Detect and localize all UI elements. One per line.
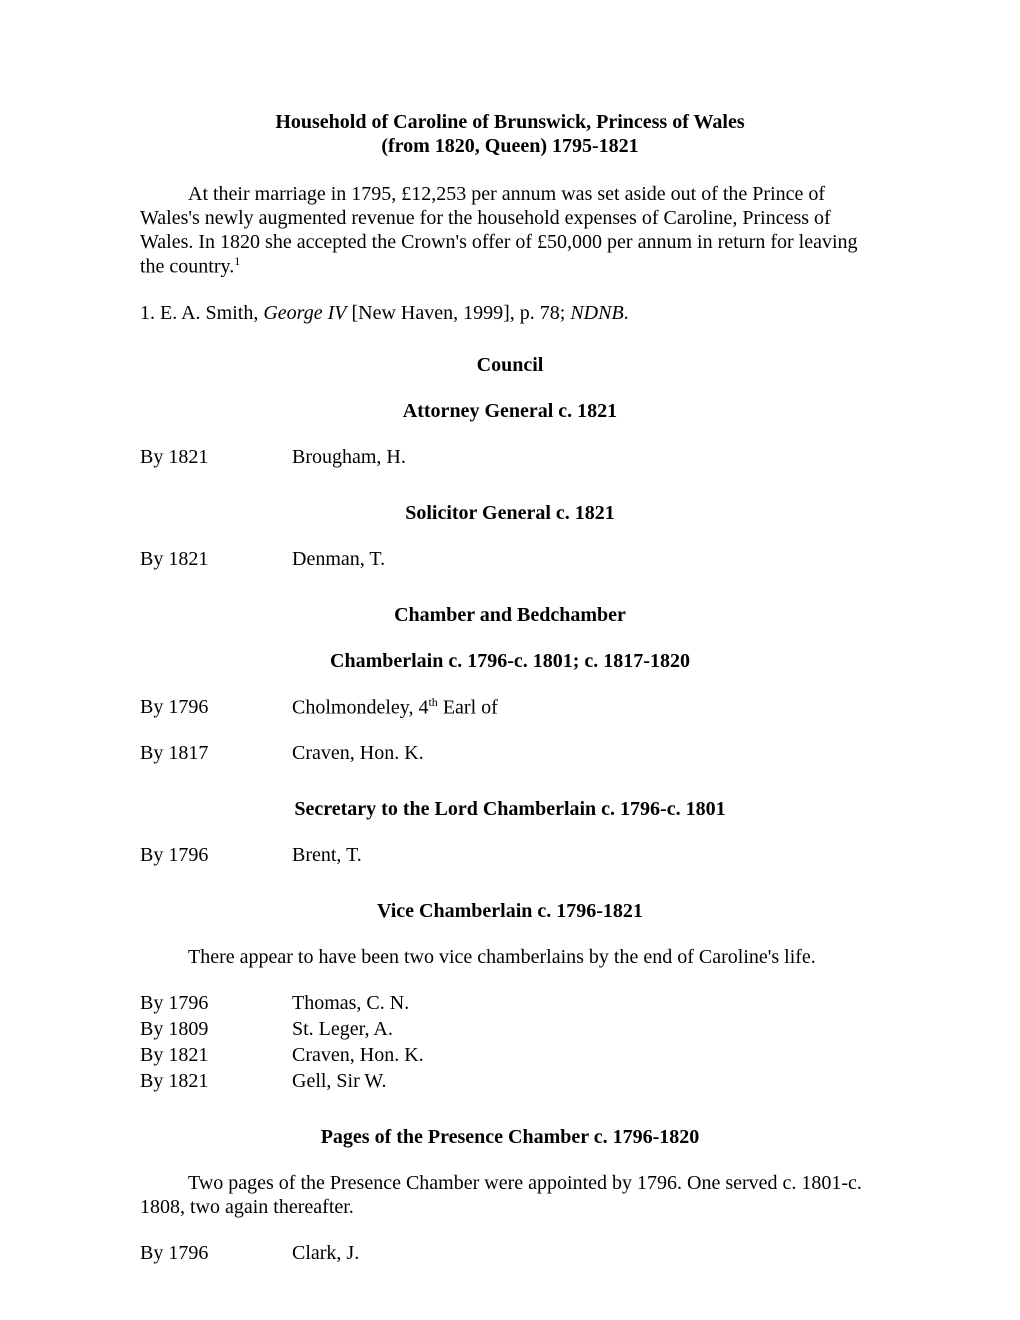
entry-row: By 1821 Craven, Hon. K. [140, 1043, 880, 1067]
entry-row: By 1796 Thomas, C. N. [140, 991, 880, 1015]
entry-date: By 1821 [140, 1069, 292, 1093]
footnote-italic-2: NDNB [570, 302, 623, 324]
entry-date: By 1809 [140, 1017, 292, 1041]
attorney-entries: By 1821 Brougham, H. [140, 445, 880, 469]
subsection-secretary: Secretary to the Lord Chamberlain c. 179… [140, 797, 880, 821]
section-chamber: Chamber and Bedchamber [140, 603, 880, 627]
name-pre: Cholmondeley, 4 [292, 696, 428, 718]
entry-row: By 1821 Brougham, H. [140, 445, 880, 469]
footnote-mid: [New Haven, 1999], p. 78; [346, 302, 570, 324]
footnote-prefix: 1. E. A. Smith, [140, 302, 263, 324]
entry-date: By 1796 [140, 695, 292, 720]
name-post: Earl of [438, 696, 498, 718]
entry-name: St. Leger, A. [292, 1017, 880, 1041]
footnote: 1. E. A. Smith, George IV [New Haven, 19… [140, 301, 880, 325]
subsection-solicitor-general: Solicitor General c. 1821 [140, 501, 880, 525]
intro-text: At their marriage in 1795, £12,253 per a… [140, 183, 858, 278]
pages-entries: By 1796 Clark, J. [140, 1241, 880, 1265]
entry-name: Brougham, H. [292, 445, 880, 469]
entry-date: By 1796 [140, 1241, 292, 1265]
pages-note: Two pages of the Presence Chamber were a… [140, 1171, 880, 1219]
entry-row: By 1796 Brent, T. [140, 843, 880, 867]
footnote-italic: George IV [263, 302, 346, 324]
entry-row: By 1796 Clark, J. [140, 1241, 880, 1265]
entry-name: Gell, Sir W. [292, 1069, 880, 1093]
section-council: Council [140, 353, 880, 377]
entry-row: By 1817 Craven, Hon. K. [140, 741, 880, 765]
entry-row: By 1821 Denman, T. [140, 547, 880, 571]
entry-date: By 1821 [140, 445, 292, 469]
title-line-1: Household of Caroline of Brunswick, Prin… [275, 111, 744, 133]
secretary-entries: By 1796 Brent, T. [140, 843, 880, 867]
entry-date: By 1821 [140, 547, 292, 571]
entry-name: Clark, J. [292, 1241, 880, 1265]
document-page: Household of Caroline of Brunswick, Prin… [0, 0, 1020, 1320]
title-line-2: (from 1820, Queen) 1795-1821 [381, 135, 638, 157]
intro-paragraph: At their marriage in 1795, £12,253 per a… [140, 182, 880, 279]
entry-date: By 1817 [140, 741, 292, 765]
entry-date: By 1821 [140, 1043, 292, 1067]
entry-name: Craven, Hon. K. [292, 1043, 880, 1067]
entry-name: Brent, T. [292, 843, 880, 867]
chamberlain-entries: By 1796 Cholmondeley, 4th Earl of By 181… [140, 695, 880, 766]
entry-row: By 1796 Cholmondeley, 4th Earl of [140, 695, 880, 720]
subsection-vice-chamberlain: Vice Chamberlain c. 1796-1821 [140, 899, 880, 923]
entry-name: Thomas, C. N. [292, 991, 880, 1015]
subsection-pages-presence: Pages of the Presence Chamber c. 1796-18… [140, 1125, 880, 1149]
entry-name: Cholmondeley, 4th Earl of [292, 695, 880, 720]
entry-date: By 1796 [140, 843, 292, 867]
name-sup: th [428, 695, 437, 709]
vice-entries: By 1796 Thomas, C. N. By 1809 St. Leger,… [140, 991, 880, 1093]
entry-date: By 1796 [140, 991, 292, 1015]
vice-note: There appear to have been two vice chamb… [140, 945, 880, 969]
footnote-marker: 1 [234, 254, 240, 268]
subsection-attorney-general: Attorney General c. 1821 [140, 399, 880, 423]
entry-row: By 1809 St. Leger, A. [140, 1017, 880, 1041]
footnote-suffix: . [624, 302, 629, 324]
document-title: Household of Caroline of Brunswick, Prin… [140, 110, 880, 158]
entry-name: Denman, T. [292, 547, 880, 571]
entry-name: Craven, Hon. K. [292, 741, 880, 765]
solicitor-entries: By 1821 Denman, T. [140, 547, 880, 571]
entry-row: By 1821 Gell, Sir W. [140, 1069, 880, 1093]
subsection-chamberlain: Chamberlain c. 1796-c. 1801; c. 1817-182… [140, 649, 880, 673]
